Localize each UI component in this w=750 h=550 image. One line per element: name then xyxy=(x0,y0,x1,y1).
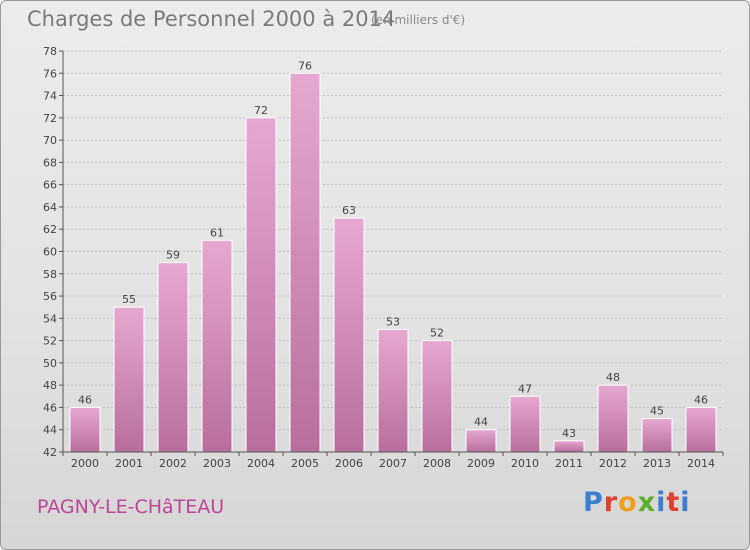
data-label: 43 xyxy=(562,427,576,440)
y-tick-label: 66 xyxy=(43,179,57,192)
bar-2008 xyxy=(421,340,453,453)
y-tick-label: 60 xyxy=(43,246,57,259)
data-label: 76 xyxy=(298,59,312,72)
y-tick-label: 56 xyxy=(43,290,57,303)
data-label: 53 xyxy=(386,315,400,328)
x-tick-label: 2003 xyxy=(203,457,231,470)
x-tick-label: 2008 xyxy=(423,457,451,470)
data-label: 45 xyxy=(650,405,664,418)
y-tick-label: 46 xyxy=(43,401,57,414)
bar-2011 xyxy=(553,440,585,453)
bar-2013 xyxy=(641,418,673,453)
bar-2005 xyxy=(289,72,321,453)
x-tick-label: 2011 xyxy=(555,457,583,470)
y-tick-label: 42 xyxy=(43,446,57,459)
axis-layer: 42 44 46 48 50 52 54 56 58 60 62 64 66 68 70 72 74 76 78 20… xyxy=(43,45,724,470)
y-tick-label: 72 xyxy=(43,112,57,125)
data-label: 55 xyxy=(122,293,136,306)
chart-subtitle: (en milliers d'€) xyxy=(371,13,466,27)
x-tick-label: 2000 xyxy=(71,457,99,470)
data-label: 47 xyxy=(518,382,532,395)
location-name: PAGNY-LE-CHâTEAU xyxy=(37,496,225,518)
bar-2004 xyxy=(245,117,277,453)
x-tick-label: 2014 xyxy=(687,457,715,470)
bar-2012 xyxy=(597,384,629,453)
bar-2002 xyxy=(157,262,189,453)
bars-layer xyxy=(69,72,717,453)
data-label: 48 xyxy=(606,371,620,384)
y-tick-label: 76 xyxy=(43,67,57,80)
bar-2003 xyxy=(201,239,233,453)
data-label: 46 xyxy=(694,393,708,406)
y-tick-label: 58 xyxy=(43,268,57,281)
y-tick-label: 74 xyxy=(43,90,57,103)
data-label: 72 xyxy=(254,104,268,117)
data-label: 46 xyxy=(78,393,92,406)
chart-title: Charges de Personnel 2000 à 2014 xyxy=(27,7,396,31)
y-tick-label: 64 xyxy=(43,201,57,214)
x-tick-label: 2007 xyxy=(379,457,407,470)
bar-2001 xyxy=(113,306,145,453)
data-label: 52 xyxy=(430,327,444,340)
x-tick-label: 2006 xyxy=(335,457,363,470)
data-label: 59 xyxy=(166,249,180,262)
proxiti-logo[interactable]: Proxiti xyxy=(583,487,691,518)
x-tick-label: 2004 xyxy=(247,457,275,470)
x-tick-label: 2001 xyxy=(115,457,143,470)
y-tick-label: 68 xyxy=(43,156,57,169)
data-label: 63 xyxy=(342,204,356,217)
bar-2006 xyxy=(333,217,365,453)
bar-2010 xyxy=(509,395,541,453)
y-tick-label: 52 xyxy=(43,335,57,348)
data-label: 61 xyxy=(210,226,224,239)
data-label: 44 xyxy=(474,416,488,429)
x-tick-label: 2002 xyxy=(159,457,187,470)
x-tick-label: 2009 xyxy=(467,457,495,470)
x-tick-label: 2010 xyxy=(511,457,539,470)
y-tick-label: 70 xyxy=(43,134,57,147)
y-tick-label: 54 xyxy=(43,312,57,325)
y-tick-label: 44 xyxy=(43,424,57,437)
x-tick-label: 2013 xyxy=(643,457,671,470)
bar-2014 xyxy=(685,406,717,453)
labels-layer: 46 55 59 61 72 76 63 53 52 44 47 43 48 45 46 xyxy=(78,59,708,440)
x-tick-label: 2012 xyxy=(599,457,627,470)
y-tick-label: 48 xyxy=(43,379,57,392)
y-tick-label: 62 xyxy=(43,223,57,236)
x-tick-label: 2005 xyxy=(291,457,319,470)
y-tick-label: 50 xyxy=(43,357,57,370)
bar-2009 xyxy=(465,429,497,453)
bar-2007 xyxy=(377,328,409,453)
y-tick-label: 78 xyxy=(43,45,57,58)
bar-2000 xyxy=(69,406,101,453)
